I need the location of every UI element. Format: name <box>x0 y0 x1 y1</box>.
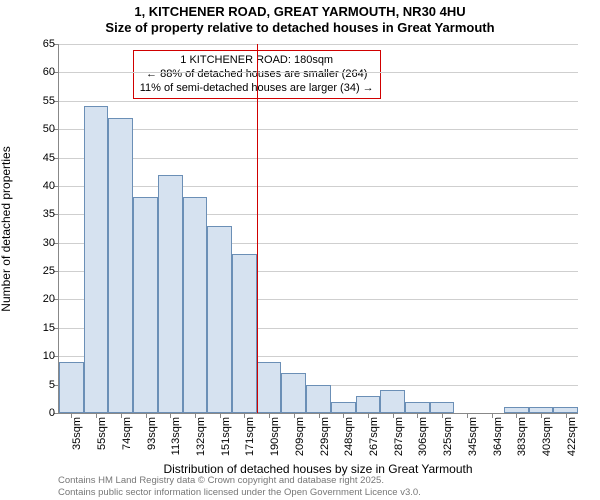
histogram-bar <box>356 396 381 413</box>
y-tick-label: 40 <box>43 180 55 192</box>
x-tick-label: 55sqm <box>96 417 108 450</box>
x-axis-label: Distribution of detached houses by size … <box>58 462 578 476</box>
histogram-bar <box>405 402 430 413</box>
gridline <box>59 129 578 130</box>
x-tick-label: 325sqm <box>442 417 454 456</box>
x-tick-label: 93sqm <box>146 417 158 450</box>
y-tick-label: 65 <box>43 38 55 50</box>
y-tick-label: 25 <box>43 265 55 277</box>
y-tick-label: 55 <box>43 95 55 107</box>
y-tick-label: 20 <box>43 293 55 305</box>
histogram-bar <box>84 106 109 413</box>
x-tick-label: 190sqm <box>269 417 281 456</box>
y-tick-label: 45 <box>43 152 55 164</box>
y-axis-label: Number of detached properties <box>0 146 13 311</box>
y-tick-label: 10 <box>43 350 55 362</box>
x-tick-label: 267sqm <box>368 417 380 456</box>
x-tick-label: 287sqm <box>393 417 405 456</box>
histogram-bar <box>133 197 158 413</box>
footer-line-2: Contains public sector information licen… <box>58 487 421 498</box>
x-tick-label: 171sqm <box>244 417 256 456</box>
x-tick-label: 422sqm <box>566 417 578 456</box>
x-tick-label: 229sqm <box>319 417 331 456</box>
x-tick-label: 74sqm <box>121 417 133 450</box>
histogram-bar <box>331 402 356 413</box>
histogram-bar <box>306 385 331 413</box>
x-tick-label: 35sqm <box>71 417 83 450</box>
footer-line-1: Contains HM Land Registry data © Crown c… <box>58 475 421 486</box>
histogram-bar <box>108 118 133 413</box>
y-tick-label: 60 <box>43 66 55 78</box>
x-tick-label: 209sqm <box>294 417 306 456</box>
chart-plot-area: 1 KITCHENER ROAD: 180sqm ← 88% of detach… <box>58 44 578 414</box>
histogram-bar <box>257 362 282 413</box>
x-tick-label: 132sqm <box>195 417 207 456</box>
x-tick-label: 364sqm <box>492 417 504 456</box>
histogram-bar <box>430 402 455 413</box>
x-tick-label: 306sqm <box>417 417 429 456</box>
footer-attribution: Contains HM Land Registry data © Crown c… <box>58 475 421 498</box>
histogram-bar <box>232 254 257 413</box>
reference-line <box>257 44 258 413</box>
x-tick-label: 403sqm <box>541 417 553 456</box>
y-tick-label: 15 <box>43 322 55 334</box>
x-tick-label: 151sqm <box>220 417 232 456</box>
y-tick-label: 50 <box>43 123 55 135</box>
gridline <box>59 101 578 102</box>
gridline <box>59 186 578 187</box>
y-tick-label: 0 <box>49 407 55 419</box>
histogram-bar <box>183 197 208 413</box>
histogram-bar <box>207 226 232 413</box>
x-tick-label: 248sqm <box>343 417 355 456</box>
gridline <box>59 72 578 73</box>
histogram-bar <box>281 373 306 413</box>
gridline <box>59 44 578 45</box>
gridline <box>59 158 578 159</box>
histogram-bar <box>59 362 84 413</box>
chart-title-line-1: 1, KITCHENER ROAD, GREAT YARMOUTH, NR30 … <box>0 4 600 20</box>
y-tick-label: 35 <box>43 208 55 220</box>
chart-title-line-2: Size of property relative to detached ho… <box>0 20 600 36</box>
histogram-bar <box>158 175 183 413</box>
y-tick-label: 30 <box>43 237 55 249</box>
x-tick-label: 383sqm <box>516 417 528 456</box>
y-tick-label: 5 <box>49 379 55 391</box>
histogram-bar <box>380 390 405 413</box>
x-tick-label: 345sqm <box>467 417 479 456</box>
chart-title-block: 1, KITCHENER ROAD, GREAT YARMOUTH, NR30 … <box>0 4 600 37</box>
x-tick-label: 113sqm <box>170 417 182 455</box>
